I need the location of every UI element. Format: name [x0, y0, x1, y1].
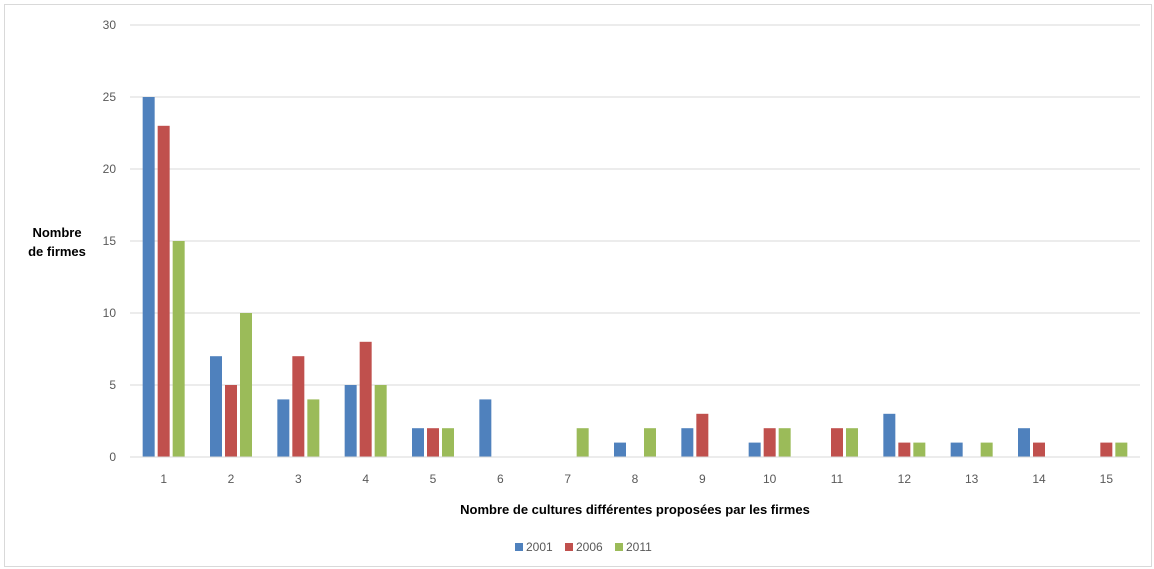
x-tick-label: 7 — [564, 472, 571, 486]
bar-2011-cat-2 — [240, 313, 252, 457]
bar-2001-cat-3 — [277, 399, 290, 457]
legend-swatch-2006 — [565, 543, 573, 551]
legend-label-2011: 2011 — [626, 540, 652, 554]
bar-2006-cat-12 — [898, 442, 911, 457]
bar-2006-cat-2 — [225, 385, 237, 457]
bar-2001-cat-4 — [344, 385, 357, 457]
x-tick-labels: 1 2 3 4 5 6 7 8 9 10 11 12 13 14 15 — [160, 472, 1113, 486]
y-tick-label: 15 — [103, 234, 117, 248]
bar-2006-cat-11 — [831, 428, 843, 457]
x-tick-label: 10 — [763, 472, 777, 486]
x-tick-label: 4 — [362, 472, 369, 486]
bar-2011-cat-7 — [576, 428, 589, 457]
bar-2001-cat-12 — [883, 413, 896, 457]
bar-2001-cat-9 — [681, 428, 694, 457]
y-tick-label: 10 — [103, 306, 117, 320]
bar-2006-cat-1 — [157, 125, 170, 458]
x-tick-label: 11 — [831, 472, 844, 486]
bar-2001-cat-14 — [1018, 428, 1030, 457]
y-tick-label: 25 — [103, 90, 117, 104]
bar-2001-cat-13 — [950, 442, 963, 457]
legend: 2001 2006 2011 — [515, 540, 652, 554]
bar-2011-cat-1 — [172, 241, 185, 457]
y-axis-title-line-2: de firmes — [28, 244, 86, 259]
x-tick-label: 14 — [1032, 472, 1046, 486]
bar-2011-cat-4 — [374, 385, 387, 457]
bar-2011-cat-11 — [846, 428, 858, 457]
x-axis-title: Nombre de cultures différentes proposées… — [460, 502, 810, 517]
bar-2006-cat-3 — [292, 356, 305, 457]
x-tick-label: 1 — [160, 472, 167, 486]
bar-2001-cat-10 — [748, 442, 761, 457]
bar-2011-cat-10 — [778, 428, 791, 457]
bar-2006-cat-4 — [359, 341, 372, 457]
bar-2006-cat-14 — [1033, 442, 1045, 457]
bar-2011-cat-5 — [442, 428, 454, 457]
legend-swatch-2001 — [515, 543, 523, 551]
x-tick-label: 2 — [228, 472, 235, 486]
legend-label-2001: 2001 — [526, 540, 553, 554]
x-tick-label: 8 — [632, 472, 639, 486]
bar-2006-cat-15 — [1100, 442, 1113, 457]
x-tick-label: 12 — [898, 472, 912, 486]
y-tick-label: 5 — [109, 378, 116, 392]
x-tick-label: 9 — [699, 472, 706, 486]
bar-2011-cat-13 — [980, 442, 993, 457]
x-tick-label: 6 — [497, 472, 504, 486]
y-tick-labels: 0 5 10 15 20 25 30 — [103, 18, 117, 464]
bar-2001-cat-1 — [142, 97, 155, 457]
bar-2001-cat-5 — [412, 428, 424, 457]
legend-label-2006: 2006 — [576, 540, 603, 554]
bar-2001-cat-6 — [479, 399, 492, 457]
chart-frame — [4, 4, 1152, 567]
bar-2006-cat-5 — [427, 428, 439, 457]
bar-2011-cat-3 — [307, 399, 320, 457]
x-tick-label: 5 — [430, 472, 437, 486]
legend-swatch-2011 — [615, 543, 623, 551]
bar-2011-cat-12 — [913, 442, 926, 457]
y-tick-label: 0 — [109, 450, 116, 464]
x-tick-label: 3 — [295, 472, 302, 486]
bars — [142, 97, 1128, 458]
y-tick-label: 20 — [103, 162, 117, 176]
bar-2011-cat-15 — [1115, 442, 1128, 457]
bar-2006-cat-9 — [696, 413, 709, 457]
bar-2006-cat-10 — [763, 428, 776, 457]
bar-2001-cat-8 — [614, 442, 626, 457]
bar-2011-cat-8 — [644, 428, 656, 457]
gridlines — [130, 24, 1140, 386]
x-tick-label: 13 — [965, 472, 979, 486]
y-axis-title-line-1: Nombre — [32, 225, 81, 240]
bar-2001-cat-2 — [210, 356, 222, 457]
y-tick-label: 30 — [103, 18, 117, 32]
x-tick-label: 15 — [1100, 472, 1114, 486]
